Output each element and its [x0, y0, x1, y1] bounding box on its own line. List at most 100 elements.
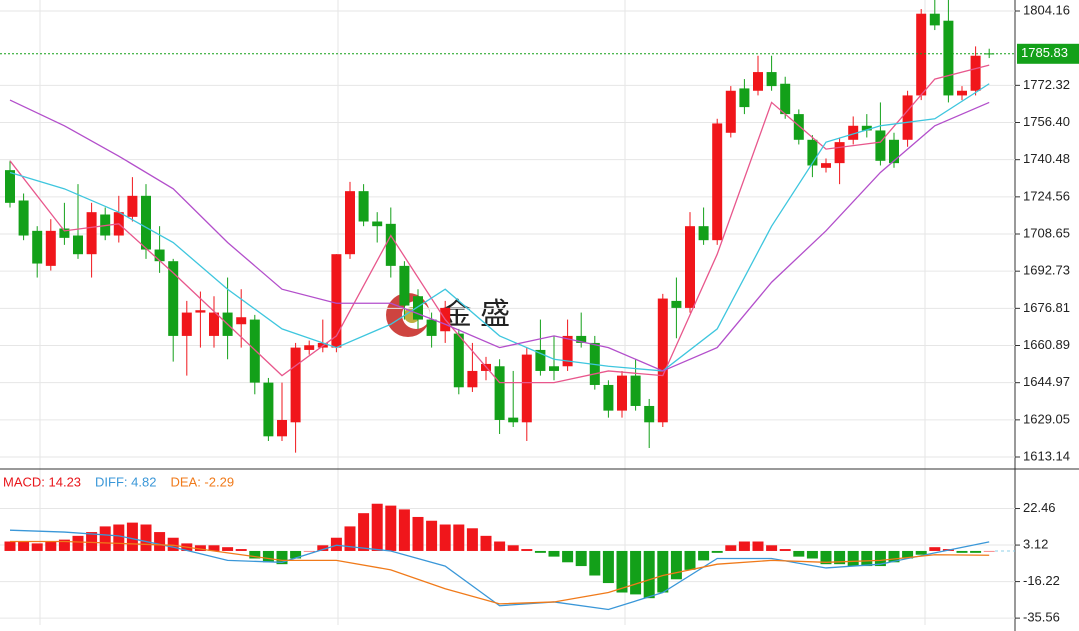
- macd-bar: [154, 532, 166, 551]
- y-tick-label: 1804.16: [1023, 2, 1070, 17]
- candle-body: [889, 139, 899, 164]
- candle-body: [426, 319, 437, 336]
- watermark: 金 盛: [442, 298, 510, 331]
- macd-bar: [113, 524, 125, 551]
- macd-bar: [208, 545, 220, 551]
- macd-bar: [575, 550, 587, 567]
- macd-bar: [330, 537, 342, 551]
- candle-body: [739, 88, 750, 108]
- candle-body: [698, 226, 709, 241]
- candle-body: [18, 200, 29, 236]
- candle-body: [671, 300, 682, 308]
- y-tick-label: 1644.97: [1023, 374, 1070, 389]
- macd-bar: [194, 545, 206, 551]
- macd-bar: [915, 550, 927, 555]
- macd-bar: [589, 550, 601, 576]
- macd-bar: [140, 524, 152, 551]
- candle-body: [535, 349, 546, 371]
- candle-body: [195, 310, 206, 313]
- indicator-line: [9, 529, 990, 611]
- macd-bar: [521, 549, 533, 551]
- macd-bar: [752, 541, 764, 551]
- candle-body: [141, 195, 151, 250]
- macd-bar: [929, 547, 941, 551]
- y-tick-label: 1676.81: [1023, 300, 1070, 315]
- macd-bar: [4, 541, 16, 551]
- macd-bar: [99, 526, 111, 551]
- macd-bar: [684, 550, 696, 570]
- macd-bar: [167, 537, 179, 551]
- macd-bar: [426, 520, 438, 551]
- macd-bar: [738, 541, 750, 551]
- candle-body: [657, 298, 668, 423]
- indicator-line: [10, 540, 990, 605]
- macd-bar: [385, 505, 397, 551]
- candle-body: [685, 226, 695, 308]
- candle-body: [209, 312, 219, 336]
- candle-body: [576, 335, 587, 343]
- macd-bar: [18, 541, 30, 551]
- candle-body: [644, 405, 655, 423]
- y-tick-label: 1692.73: [1023, 263, 1070, 278]
- candle-body: [617, 375, 627, 411]
- candle-body: [943, 20, 954, 96]
- candle-body: [766, 72, 777, 87]
- candle-body: [263, 382, 274, 437]
- macd-bar: [453, 524, 465, 551]
- candle-body: [181, 312, 192, 336]
- candle-body: [957, 90, 967, 96]
- macd-bar: [494, 541, 506, 551]
- candle-body: [331, 254, 342, 348]
- macd-bar: [72, 535, 84, 551]
- candle-body: [304, 345, 315, 350]
- macd-bar: [507, 545, 519, 551]
- macd-bar: [412, 516, 424, 551]
- macd-bar: [806, 550, 818, 559]
- candle-body: [848, 125, 859, 140]
- macd-bar: [766, 545, 778, 551]
- macd-bar: [126, 522, 138, 551]
- macd-bar: [466, 528, 478, 551]
- y-tick-label: 1756.40: [1023, 114, 1070, 129]
- candle-body: [290, 347, 301, 423]
- candle-body: [86, 212, 97, 255]
- candle-body: [793, 114, 804, 140]
- candle-body: [821, 163, 831, 168]
- macd-bar: [698, 550, 710, 561]
- macd-bar: [847, 550, 859, 567]
- macd-bar: [276, 550, 288, 565]
- candle-body: [725, 90, 736, 133]
- macd-bar: [643, 550, 655, 599]
- candle-body: [902, 95, 913, 140]
- macd-bar: [235, 549, 247, 551]
- candle-body: [385, 223, 396, 266]
- candle-body: [277, 419, 287, 437]
- y-tick-label: -35.56: [1023, 610, 1060, 625]
- macd-bar: [317, 545, 329, 551]
- y-tick-label: -16.22: [1023, 573, 1060, 588]
- macd-bar: [290, 550, 302, 559]
- macd-bar: [548, 550, 560, 557]
- candle-body: [508, 417, 519, 423]
- y-tick-label: 1708.65: [1023, 225, 1070, 240]
- macd-bar: [725, 545, 737, 551]
- candle-body: [712, 123, 723, 241]
- macd-bar: [820, 550, 832, 565]
- macd-bar: [670, 550, 682, 580]
- candle-body: [562, 335, 573, 367]
- candle-body: [358, 191, 369, 222]
- legend-entry: DEA: -2.29: [170, 474, 234, 489]
- macd-bar: [222, 547, 234, 551]
- macd-bar: [303, 550, 315, 552]
- y-tick-label: 1724.56: [1023, 188, 1070, 203]
- last-price-label: 1785.83: [1021, 45, 1068, 60]
- macd-bar: [480, 535, 492, 551]
- macd-bar: [970, 550, 982, 553]
- macd-bar: [711, 550, 723, 553]
- candle-body: [73, 235, 83, 255]
- macd-bar: [834, 550, 846, 565]
- legend-entry: DIFF: 4.82: [95, 474, 156, 489]
- macd-bar: [793, 550, 805, 557]
